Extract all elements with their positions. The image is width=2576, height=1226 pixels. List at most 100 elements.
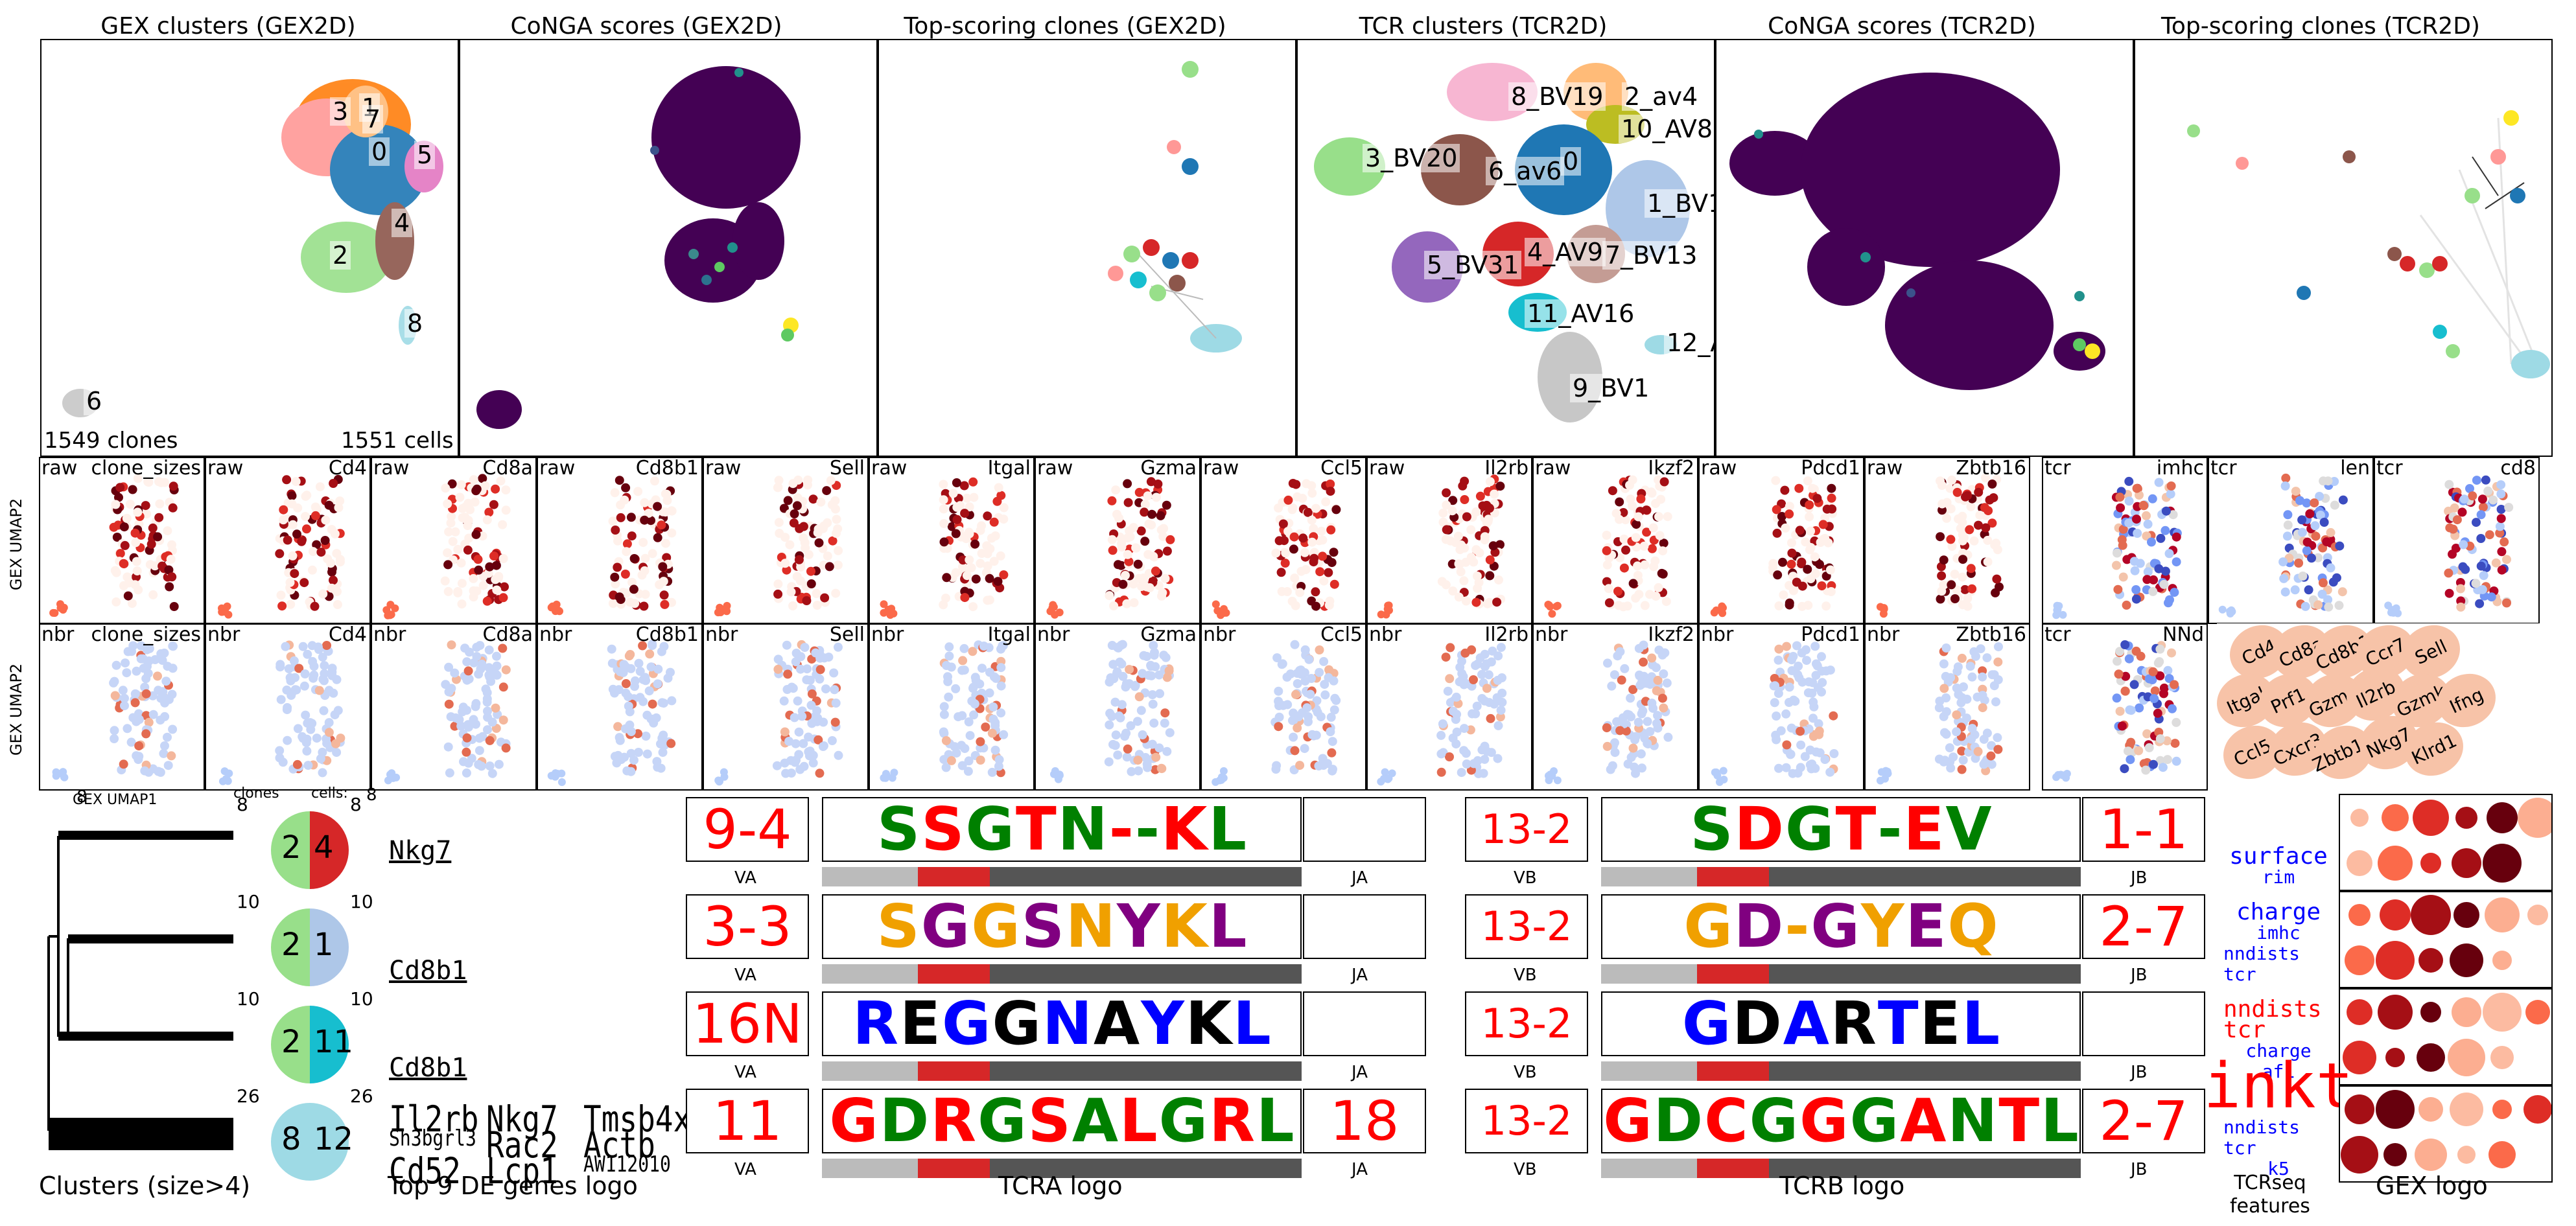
gene-umap-scatter: [1544, 475, 1672, 618]
gene-panel-sell: raw Sell: [703, 457, 869, 624]
de-genes-logo: Il2rb Sh3bgrl3 Cd52 Nkg7 Rac2 Lcp1 Tmsb4x Actb A…: [389, 1098, 691, 1192]
gene-panel-source: nbr: [207, 623, 240, 646]
logo-letter: G: [978, 1089, 1027, 1153]
clone-count: 1549 clones: [44, 428, 178, 454]
cluster-dendrogram: [47, 831, 233, 1150]
segment-label: VA: [734, 1063, 756, 1082]
jb-logo: 1-1: [2082, 797, 2205, 862]
panel-title-top-clones-tcr: Top-scoring clones (TCR2D): [2161, 13, 2480, 40]
cluster-pie: 8 12: [271, 1103, 353, 1181]
gene-panel-cd4: raw Cd4: [205, 457, 371, 624]
gene-panel-gene: Zbtb16: [1956, 623, 2026, 646]
jb-logo: 2-7: [2082, 894, 2205, 959]
logo-letter: D: [1732, 991, 1782, 1056]
tcr-feature: rim: [2262, 866, 2295, 888]
gene-panel-cd8a: raw Cd8a: [371, 457, 537, 624]
gene-segment: 18: [1329, 1089, 1399, 1153]
gene-panel-source: raw: [1867, 457, 1903, 480]
segment-label: VA: [734, 966, 756, 985]
tcr-cluster-label: 0: [1560, 147, 1582, 176]
gene-panel-source: nbr: [1037, 623, 1070, 646]
gene-panel-source: raw: [1535, 457, 1571, 480]
logo-letter: G: [829, 1089, 878, 1153]
logo-letter: L: [1208, 894, 1247, 959]
gene-panel-il2rb: nbr Il2rb: [1366, 623, 1532, 791]
logo-letter: N: [1042, 991, 1092, 1056]
gex-cluster-label: 7: [362, 105, 384, 133]
vb-logo: 13-2: [1465, 1089, 1588, 1153]
gene-umap-scatter: [52, 641, 178, 781]
tcr-features-logo: charge imhc nndists tcr: [2223, 901, 2334, 985]
gene-umap-scatter: [2052, 640, 2181, 782]
logo-letter: R: [1831, 991, 1877, 1056]
de-genes-logo: Cd8b1: [389, 1004, 674, 1089]
cdr3-length-bar: [822, 1159, 1302, 1178]
logo-letter: L: [1256, 1089, 1294, 1153]
gene-panel-gene: len: [2340, 457, 2370, 480]
gene-panel-pdcd1: raw Pdcd1: [1698, 457, 1864, 624]
gene-panel-source: nbr: [539, 623, 572, 646]
logo-letter: Q: [1947, 894, 1998, 959]
logo-letter: R: [1209, 1089, 1256, 1153]
gene-panel-zbtb16: nbr Zbtb16: [1864, 623, 2030, 791]
gene-segment: 13-2: [1481, 805, 1573, 853]
logo-letter: T: [1877, 991, 1919, 1056]
gene-panel-cd8: tcr cd8: [2374, 457, 2540, 624]
gene-umap-scatter: [1050, 640, 1175, 783]
vb-logo: 13-2: [1465, 797, 1588, 862]
cdr3-length-bar: [822, 1061, 1302, 1081]
gene-panel-clone_sizes: nbr clone_sizes: [39, 623, 205, 791]
tcrb-logo-label: TCRB logo: [1779, 1172, 1905, 1200]
gene-panel-itgal: raw Itgal: [869, 457, 1035, 624]
gene-panel-il2rb: raw Il2rb: [1366, 457, 1532, 624]
de-gene: Nkg7: [389, 836, 452, 866]
gene-legend: Cd4 Cd8a Cd8b1 Ccr7 Sell Itgal Prf1 Gzma Il2rb Gz…: [2217, 623, 2553, 789]
logo-letter: G: [1810, 894, 1860, 959]
tcr-feature: charge: [2236, 899, 2321, 925]
gene-umap-scatter: [49, 474, 179, 617]
logo-letter: C: [1704, 1089, 1748, 1153]
pie-right-count: 1: [314, 927, 334, 963]
gene-panel-source: raw: [207, 457, 244, 480]
tcr-feature: surface: [2229, 843, 2328, 870]
logo-letter: E: [1903, 797, 1945, 862]
conga-gex-scatter: [476, 66, 801, 429]
gene-panel-source: raw: [1369, 457, 1405, 480]
cdr3-length-bar: [1601, 867, 2081, 886]
logo-letter: E: [900, 991, 941, 1056]
segment-label: VB: [1514, 868, 1537, 888]
gene-umap-scatter: [714, 640, 843, 786]
gene-umap-scatter: [1710, 476, 1837, 618]
header-cells: cells:: [311, 785, 348, 802]
gene-panel-gene: imhc: [2156, 457, 2204, 480]
logo-letter: S: [1690, 797, 1733, 862]
gene-umap-scatter: [1876, 473, 2004, 618]
de-gene: Tmsb4x: [583, 1098, 692, 1140]
logo-letter: G: [920, 894, 970, 959]
gene-panel-gene: Zbtb16: [1956, 457, 2026, 480]
tcr-cluster-label: 6_av6: [1486, 157, 1565, 185]
de-genes-label: Top 9 DE genes logo: [388, 1172, 638, 1200]
row-clone-count: 8: [237, 794, 248, 815]
va-logo: 16N: [686, 991, 809, 1056]
gene-panel-source: nbr: [705, 623, 738, 646]
pie-left-count: 2: [281, 829, 301, 866]
panel-title-top-clones-gex: Top-scoring clones (GEX2D): [904, 13, 1226, 40]
logo-letter: G: [1799, 1089, 1849, 1153]
gene-panel-gene: Cd8b1: [635, 457, 699, 480]
panel-title-conga-gex: CoNGA scores (GEX2D): [510, 13, 782, 40]
gene-panel-gene: Cd8a: [482, 623, 533, 646]
tcr-cluster-label: 4_AV9: [1525, 238, 1606, 266]
logo-letter: A: [1783, 991, 1829, 1056]
top-clones-tcr-panel: [2134, 39, 2553, 457]
gene-panel-gene: cd8: [2500, 457, 2536, 480]
gene-panel-source: raw: [705, 457, 742, 480]
va-logo: 9-4: [686, 797, 809, 862]
logo-letter: T: [1015, 797, 1057, 862]
gene-umap-scatter: [1212, 479, 1341, 619]
logo-letter: D: [1734, 797, 1785, 862]
logo-letter: T: [1998, 1089, 2040, 1153]
gene-panel-gene: Pdcd1: [1801, 623, 1860, 646]
gene-panel-zbtb16: raw Zbtb16: [1864, 457, 2030, 624]
logo-letter: V: [1945, 797, 1992, 862]
